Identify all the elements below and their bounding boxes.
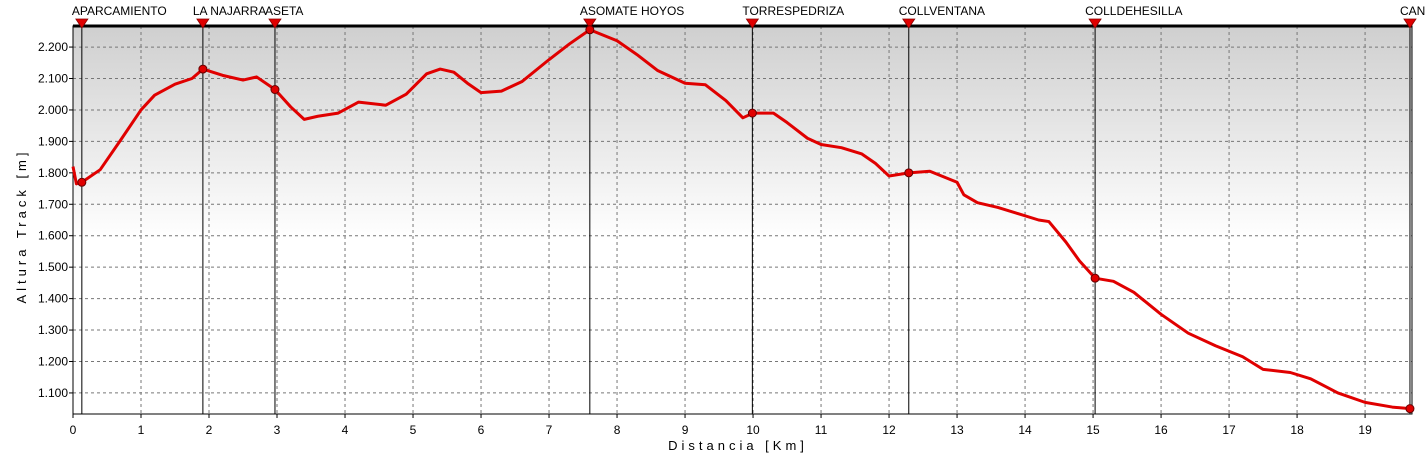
y-axis-label: Altura Track [m]: [14, 148, 29, 303]
waypoint-flag: [1403, 18, 1417, 29]
elevation-line: [71, 28, 1411, 411]
waypoint-label: ASOMATE HOYOS: [580, 4, 684, 18]
waypoint-flag: [196, 18, 210, 29]
waypoint-flag: [268, 18, 282, 29]
waypoint-label: COLLDEHESILLA: [1085, 4, 1182, 18]
y-tick-label: 1.700: [38, 197, 68, 211]
y-tick-label: 1.600: [38, 229, 68, 243]
waypoint-label: ASETA: [265, 4, 303, 18]
y-tick-label: 1.300: [38, 323, 68, 337]
y-tick-label: 2.000: [38, 103, 68, 117]
waypoint-label: LA NAJARRA: [193, 4, 266, 18]
waypoint-flag: [583, 18, 597, 29]
x-tick-label: 12: [882, 423, 896, 437]
x-tick-label: 17: [1222, 423, 1236, 437]
x-tick-label: 11: [815, 423, 828, 437]
waypoint-label: CAN: [1400, 4, 1425, 18]
x-tick-label: 1: [138, 423, 145, 437]
x-tick-label: 6: [478, 423, 485, 437]
waypoint-flag: [1088, 18, 1102, 29]
y-tick-label: 1.900: [38, 134, 68, 148]
waypoint-marker: [1405, 404, 1415, 414]
x-tick-label: 3: [274, 423, 281, 437]
x-tick-label: 10: [746, 423, 760, 437]
y-tick-label: 1.200: [38, 354, 68, 368]
x-tick-label: 2: [206, 423, 213, 437]
x-axis-label: Distancia [Km]: [668, 438, 808, 453]
x-tick-label: 9: [682, 423, 689, 437]
y-tick-label: 1.500: [38, 260, 68, 274]
x-tick-label: 8: [614, 423, 621, 437]
waypoint-label: COLLVENTANA: [899, 4, 985, 18]
waypoint-flag: [902, 18, 916, 29]
x-tick-label: 0: [70, 423, 77, 437]
x-tick-label: 7: [546, 423, 553, 437]
x-tick-label: 13: [950, 423, 964, 437]
y-tick-label: 2.200: [38, 40, 68, 54]
y-tick-label: 1.800: [38, 166, 68, 180]
x-tick-label: 4: [342, 423, 349, 437]
waypoint-flag: [745, 18, 760, 29]
waypoint-marker: [77, 177, 87, 187]
x-tick-label: 16: [1154, 423, 1168, 437]
y-tick-label: 1.400: [38, 292, 68, 306]
waypoint-marker: [585, 25, 595, 35]
waypoint-marker: [198, 64, 208, 74]
x-tick-label: 15: [1086, 423, 1100, 437]
waypoint-marker: [270, 85, 280, 95]
x-tick-label: 5: [410, 423, 417, 437]
waypoint-marker: [1090, 273, 1100, 283]
x-tick-label: 19: [1358, 423, 1372, 437]
waypoint-marker: [904, 168, 914, 178]
waypoint-flag: [75, 18, 89, 29]
y-tick-label: 2.100: [38, 72, 68, 86]
x-tick-label: 14: [1018, 423, 1032, 437]
plot-background: [73, 26, 1412, 414]
waypoint-label: TORRESPEDRIZA: [742, 4, 844, 18]
waypoint-label: APARCAMIENTO: [72, 4, 167, 18]
y-tick-label: 1.100: [38, 386, 68, 400]
waypoint-marker: [747, 108, 757, 118]
x-tick-label: 18: [1290, 423, 1304, 437]
